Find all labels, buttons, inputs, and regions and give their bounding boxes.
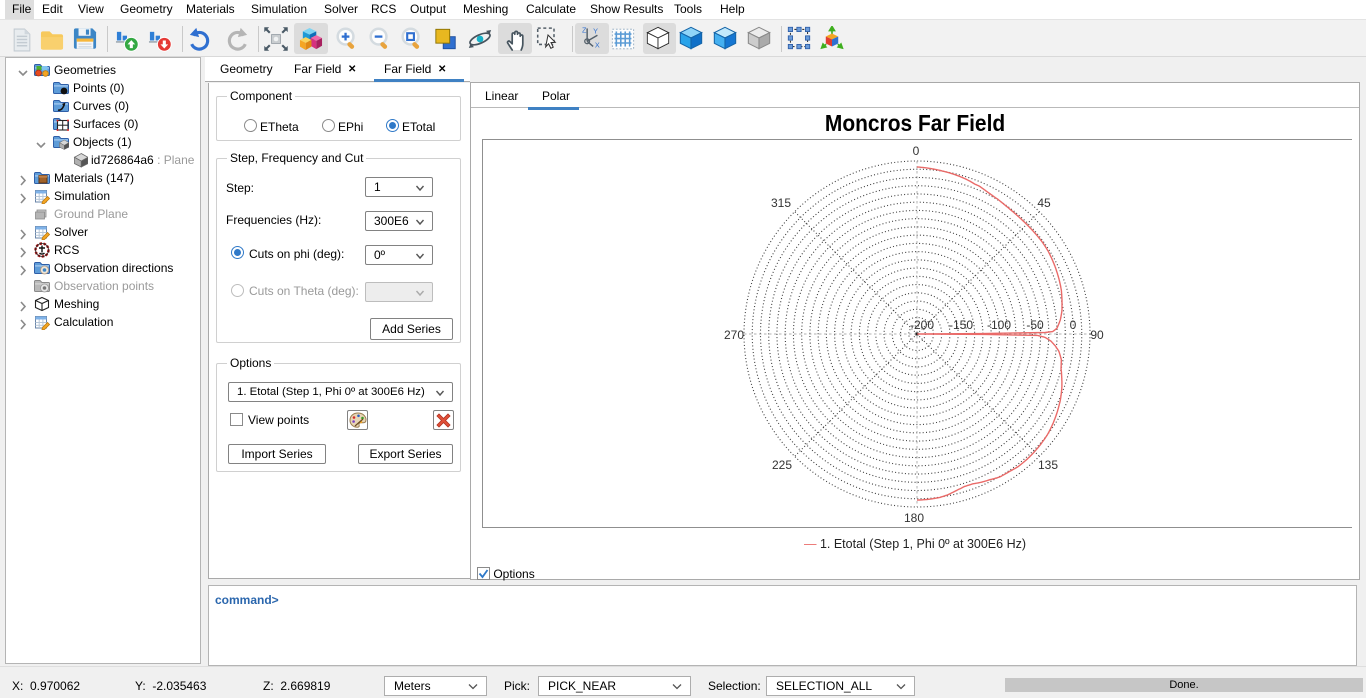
- svg-text:0: 0: [913, 144, 920, 158]
- svg-text:Y: Y: [593, 27, 598, 36]
- svg-text:-150: -150: [949, 318, 973, 332]
- svg-text:-200: -200: [910, 318, 934, 332]
- svg-text:Z: Z: [582, 26, 587, 35]
- svg-text:315: 315: [771, 196, 791, 210]
- svg-text:270: 270: [724, 328, 744, 342]
- svg-text:90: 90: [1090, 328, 1104, 342]
- svg-text:-50: -50: [1026, 318, 1044, 332]
- svg-text:-100: -100: [987, 318, 1011, 332]
- svg-text:45: 45: [1037, 196, 1051, 210]
- svg-text:X: X: [595, 40, 600, 49]
- svg-text:0: 0: [1070, 318, 1077, 332]
- svg-text:135: 135: [1038, 458, 1058, 472]
- svg-text:225: 225: [772, 458, 792, 472]
- svg-text:180: 180: [904, 511, 924, 525]
